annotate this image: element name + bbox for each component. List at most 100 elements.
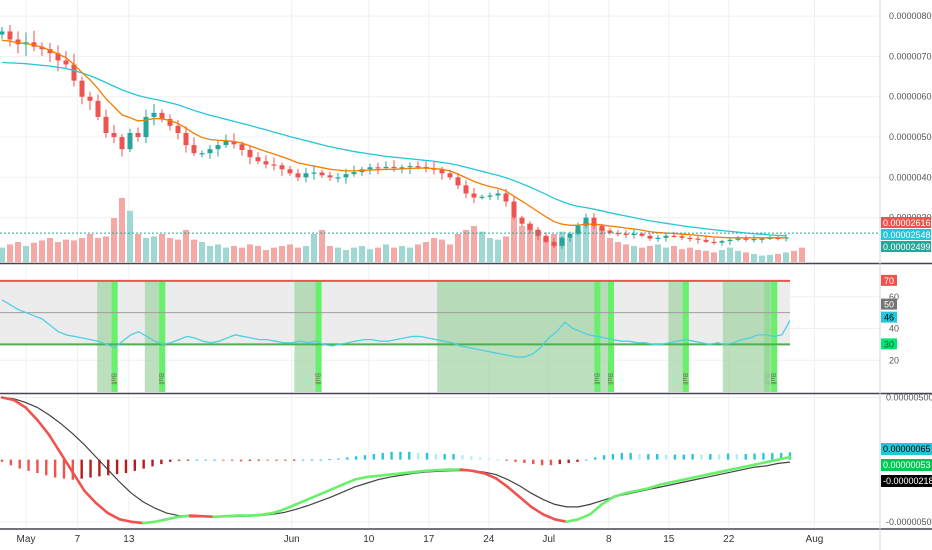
macd-histogram-bar <box>629 452 632 460</box>
volume-bar <box>207 246 213 262</box>
volume-bar <box>487 238 493 262</box>
candle-body <box>191 145 197 154</box>
macd-badge-label: 0.00000053 <box>883 460 931 470</box>
price-badge <box>881 229 931 240</box>
date-tick-label: 24 <box>483 534 495 545</box>
volume-bar <box>239 247 245 262</box>
macd-histogram-bar <box>53 459 57 478</box>
volume-bar <box>431 238 437 262</box>
volume-bar <box>263 250 269 262</box>
macd-line-segment <box>200 514 216 519</box>
volume-bar <box>695 250 701 262</box>
macd-histogram-bar <box>354 456 358 460</box>
candle-body <box>143 116 149 138</box>
candle-body <box>575 225 581 234</box>
volume-bar <box>735 250 741 262</box>
candle-body <box>95 100 101 117</box>
macd-histogram-bar <box>620 452 623 460</box>
rsi-signal-label: Bull <box>606 373 613 385</box>
volume-bar <box>767 254 773 262</box>
volume-bar <box>335 247 341 262</box>
volume-bar <box>7 244 13 262</box>
macd-histogram-bar <box>36 459 39 474</box>
candle-body <box>463 185 469 194</box>
price-badge-label: 0.00002499 <box>883 242 931 252</box>
date-tick-label: Jul <box>542 534 555 545</box>
macd-histogram-bar <box>213 459 216 461</box>
volume-bar <box>255 246 261 262</box>
candle-body <box>71 64 77 81</box>
rsi-badge <box>881 274 897 286</box>
volume-bar <box>663 247 669 262</box>
date-tick-label: 17 <box>423 534 435 545</box>
macd-line-segment <box>541 513 557 521</box>
macd-histogram-bar <box>505 459 508 461</box>
price-badge-label: 0.00002616 <box>883 218 931 228</box>
macd-histogram-bar <box>700 454 703 460</box>
rsi-badge-label: 30 <box>884 339 894 349</box>
macd-histogram-bar <box>709 454 712 460</box>
volume-bar <box>127 210 133 262</box>
candle-body <box>335 177 341 179</box>
macd-histogram-bar <box>337 458 340 460</box>
macd-line-segment <box>588 503 604 516</box>
macd-line-segment <box>471 469 486 475</box>
candle-body <box>15 39 21 45</box>
macd-histogram-bar <box>514 459 517 462</box>
candle-body <box>295 173 301 178</box>
candle-body <box>591 217 597 226</box>
macd-histogram-bar <box>655 454 659 460</box>
candle-body <box>39 46 45 50</box>
macd-histogram-bar <box>107 459 110 476</box>
macd-histogram-bar <box>284 459 287 461</box>
volume-bar <box>495 239 501 262</box>
volume-bar <box>39 240 45 262</box>
volume-bar <box>311 234 317 262</box>
macd-line-segment <box>718 468 733 474</box>
rsi-signal-bar <box>111 280 118 392</box>
macd-histogram-bar <box>142 459 145 469</box>
volume-bar <box>575 230 581 262</box>
macd-histogram-bar <box>372 454 376 460</box>
rsi-signal-label: Bull <box>110 373 117 385</box>
volume-bar <box>359 246 365 262</box>
date-tick-label: 10 <box>363 534 375 545</box>
macd-histogram-bar <box>523 459 526 463</box>
candle-body <box>543 235 549 242</box>
price-tick-label: 0.00000400 <box>889 172 932 182</box>
macd-histogram-bar <box>27 459 30 471</box>
volume-bar <box>303 246 309 262</box>
date-tick-label: 22 <box>723 534 735 545</box>
macd-line-segment <box>612 491 627 499</box>
candle-body <box>655 237 661 240</box>
macd-histogram-bar <box>151 459 154 467</box>
macd-histogram-bar <box>585 459 588 461</box>
macd-line-segment <box>153 517 168 524</box>
candle-body <box>503 193 509 202</box>
candle-body <box>367 167 373 170</box>
candle-body <box>255 157 261 162</box>
rsi-signal-bar <box>159 280 166 392</box>
macd-line-segment <box>482 472 498 480</box>
macd-tick-label: -0.00000500 <box>886 517 932 527</box>
rsi-badge-label: 70 <box>884 276 894 286</box>
macd-line-segment <box>600 495 615 506</box>
rsi-signal-label: Bull <box>592 373 599 385</box>
macd-histogram-bar <box>594 457 597 460</box>
macd-line-segment <box>12 398 27 409</box>
volume-bar <box>167 238 173 262</box>
candle-body <box>151 112 157 117</box>
candle-body <box>55 53 61 61</box>
volume-bar <box>319 230 325 262</box>
candle-body <box>495 193 501 196</box>
rsi-signal-bar <box>682 280 689 392</box>
volume-bar <box>95 238 101 262</box>
macd-histogram-bar <box>461 455 464 460</box>
volume-bar <box>143 238 149 262</box>
rsi-badge <box>881 298 897 310</box>
macd-histogram-bar <box>292 459 296 461</box>
volume-bar <box>535 230 541 262</box>
candle-body <box>455 177 461 186</box>
macd-line-segment <box>165 515 180 521</box>
